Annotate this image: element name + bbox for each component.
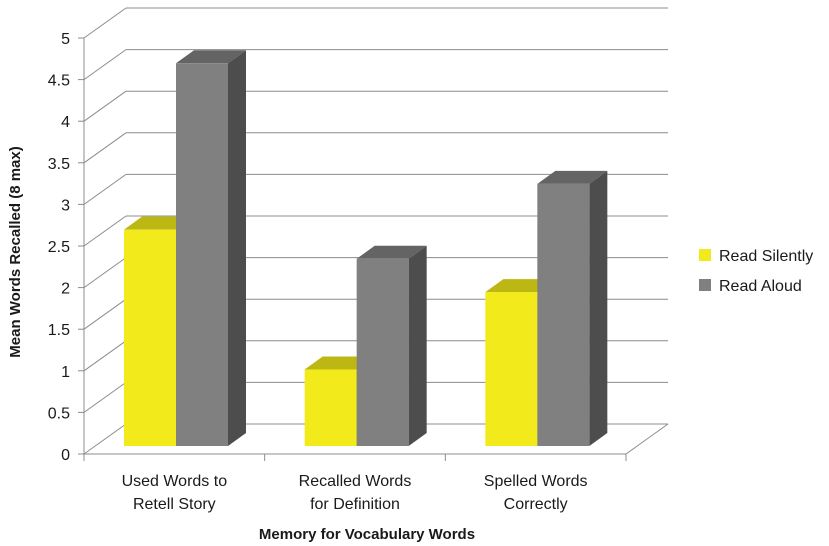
y-axis-title: Mean Words Recalled (8 max) bbox=[7, 146, 24, 357]
legend-label: Read Silently bbox=[719, 248, 813, 265]
gridline-diag bbox=[83, 173, 127, 205]
y-tick-label: 0 bbox=[61, 447, 70, 464]
bar-front bbox=[485, 292, 538, 446]
y-tick-label: 2.5 bbox=[48, 239, 70, 256]
bar-front bbox=[304, 369, 357, 446]
x-category-label: for Definition bbox=[310, 496, 400, 513]
bar-side bbox=[228, 50, 246, 446]
bar-front bbox=[124, 229, 176, 446]
bars bbox=[124, 50, 608, 447]
gridline-diag bbox=[83, 49, 127, 81]
bar-front bbox=[356, 258, 409, 446]
y-tick-labels: 0 0.5 1 1.5 2 2.5 3 3.5 4 4.5 5 bbox=[48, 31, 70, 464]
floor-edge bbox=[625, 423, 669, 455]
bar-front bbox=[176, 63, 228, 446]
x-axis-title: Memory for Vocabulary Words bbox=[259, 526, 475, 543]
y-tick-label: 2 bbox=[61, 281, 70, 298]
x-category-label: Used Words to bbox=[122, 473, 228, 490]
gridline-diag bbox=[83, 257, 127, 289]
gridline-diag bbox=[83, 215, 127, 247]
bar-top bbox=[537, 170, 608, 184]
legend: Read Silently Read Aloud bbox=[699, 248, 813, 295]
legend-label: Read Aloud bbox=[719, 278, 802, 295]
y-tick-label: 3 bbox=[61, 197, 70, 214]
y-tick-label: 5 bbox=[61, 31, 70, 48]
bar bbox=[537, 170, 608, 447]
y-tick-label: 4.5 bbox=[48, 73, 70, 90]
y-tick-label: 4 bbox=[61, 114, 70, 131]
x-category-label: Correctly bbox=[504, 496, 568, 513]
gridline-diag bbox=[83, 90, 127, 122]
bar-side bbox=[408, 245, 427, 446]
x-category-label: Spelled Words bbox=[484, 473, 588, 490]
y-tick-label: 0.5 bbox=[48, 405, 70, 422]
axes bbox=[78, 37, 669, 461]
bar bbox=[356, 245, 427, 446]
bar-front bbox=[537, 183, 590, 447]
legend-swatch bbox=[699, 279, 711, 291]
bar-top bbox=[176, 50, 246, 64]
gridline-diag bbox=[83, 132, 127, 164]
y-tick-label: 1 bbox=[61, 364, 70, 381]
legend-swatch bbox=[699, 249, 711, 261]
bar-side bbox=[589, 170, 608, 447]
bar-top bbox=[356, 245, 427, 259]
gridline-diag bbox=[83, 7, 127, 39]
gridline-diag bbox=[83, 298, 127, 330]
x-category-labels: Used Words to Retell Story Recalled Words f… bbox=[122, 473, 588, 513]
bar bbox=[176, 50, 246, 446]
y-tick-label: 1.5 bbox=[48, 322, 70, 339]
gridline-diag bbox=[83, 340, 127, 372]
x-category-label: Recalled Words bbox=[299, 473, 412, 490]
y-tick-label: 3.5 bbox=[48, 156, 70, 173]
x-category-label: Retell Story bbox=[133, 496, 216, 513]
gridline-diag bbox=[83, 423, 127, 455]
gridline-diag bbox=[83, 381, 127, 413]
